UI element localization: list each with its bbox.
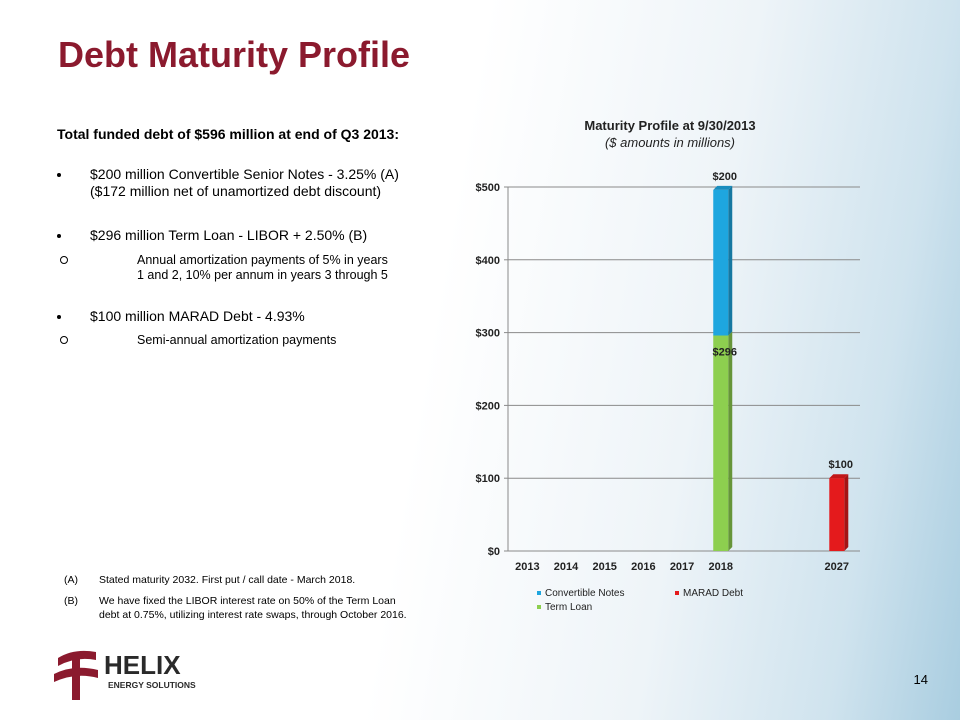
slide-title: Debt Maturity Profile	[58, 34, 411, 75]
bar	[713, 335, 729, 551]
logo-bar	[72, 654, 80, 700]
bar-side	[728, 185, 733, 336]
legend-label: Convertible Notes	[545, 588, 624, 599]
y-tick-label: $0	[488, 546, 500, 558]
footnote-key: (A)	[64, 574, 78, 586]
lead-text: Total funded debt of $596 million at end…	[57, 126, 400, 142]
y-tick-label: $200	[476, 400, 500, 412]
footnote-text: Stated maturity 2032. First put / call d…	[99, 574, 356, 586]
bar-top	[829, 474, 849, 479]
sub-bullet: Annual amortization payments of 5% in ye…	[57, 253, 388, 283]
sub-bullet-text: Annual amortization payments of 5% in ye…	[137, 253, 388, 267]
x-tick-label: 2013	[515, 561, 539, 573]
data-label: $296	[713, 347, 737, 359]
data-label: $100	[829, 459, 853, 471]
bullet-marker	[57, 173, 61, 177]
bullet-text: $200 million Convertible Senior Notes - …	[90, 166, 399, 182]
sub-bullet-marker	[60, 336, 68, 344]
sub-bullet: Semi-annual amortization payments	[57, 333, 336, 348]
y-tick-label: $400	[476, 255, 500, 267]
x-tick-label: 2014	[554, 561, 579, 573]
logo: HELIX ENERGY SOLUTIONS	[54, 650, 196, 700]
bullet-text: $100 million MARAD Debt - 4.93%	[90, 308, 305, 324]
legend-swatch	[537, 605, 541, 609]
sub-bullet-marker	[60, 256, 68, 264]
logo-name: HELIX	[104, 650, 181, 680]
x-tick-label: 2017	[670, 561, 694, 573]
footnote: (B) We have fixed the LIBOR interest rate…	[64, 594, 407, 622]
sub-bullet-text: Semi-annual amortization payments	[137, 333, 337, 347]
x-tick-label: 2027	[825, 561, 849, 573]
footnote-key: (B)	[64, 595, 78, 607]
bullet: $296 million Term Loan - LIBOR + 2.50% (…	[57, 227, 367, 244]
legend-swatch	[537, 591, 541, 595]
bullet-marker	[57, 315, 61, 319]
chart-title: Maturity Profile at 9/30/2013	[584, 118, 755, 133]
bullet-text: ($172 million net of unamortized debt di…	[90, 183, 382, 199]
legend-label: Term Loan	[545, 602, 592, 613]
data-label: $200	[713, 171, 737, 183]
logo-tagline: ENERGY SOLUTIONS	[108, 680, 196, 690]
x-tick-label: 2018	[709, 561, 733, 573]
bullet-text: $296 million Term Loan - LIBOR + 2.50% (…	[90, 227, 368, 243]
x-tick-label: 2016	[631, 561, 655, 573]
bar-top	[713, 185, 733, 190]
legend-label: MARAD Debt	[683, 588, 743, 599]
y-tick-label: $300	[476, 328, 500, 340]
footnote: (A) Stated maturity 2032. First put / cal…	[64, 573, 355, 587]
footnote-text: We have fixed the LIBOR interest rate on…	[99, 595, 396, 607]
sub-bullet-text: 1 and 2, 10% per annum in years 3 throug…	[137, 268, 388, 282]
bullet-marker	[57, 234, 61, 238]
bullet: $200 million Convertible Senior Notes - …	[57, 166, 399, 200]
x-tick-label: 2015	[592, 561, 616, 573]
bar-side	[844, 474, 849, 551]
chart: Maturity Profile at 9/30/2013 ($ amounts…	[476, 118, 860, 613]
page-number: 14	[913, 672, 928, 687]
y-tick-label: $100	[476, 473, 500, 485]
bar	[829, 478, 845, 551]
legend-swatch	[675, 591, 679, 595]
bullet: $100 million MARAD Debt - 4.93%	[57, 308, 305, 325]
bar	[713, 189, 729, 336]
y-tick-label: $500	[476, 182, 500, 194]
bar-side	[728, 331, 733, 551]
footnote-text: debt at 0.75%, utilizing interest rate s…	[99, 609, 407, 621]
chart-subtitle: ($ amounts in millions)	[605, 135, 735, 150]
